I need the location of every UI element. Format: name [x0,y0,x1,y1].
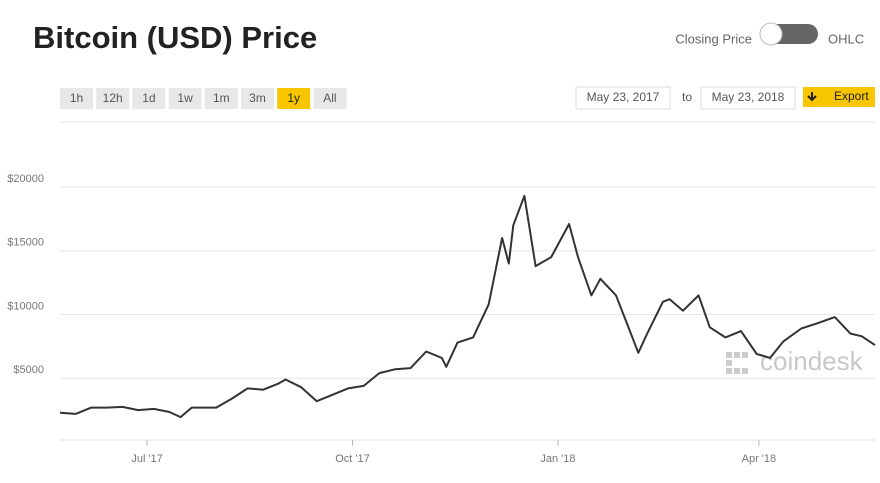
range-button-bg [60,88,93,109]
range-button[interactable]: All [313,88,347,109]
x-tick-label: Jan '18 [540,453,575,465]
toggle-label: OHLC [828,31,864,46]
range-button-label: 1w [177,91,193,105]
watermark-text: coindesk [760,346,864,376]
range-button[interactable]: 1y [277,88,311,109]
date-from: May 23, 2017 [587,90,660,104]
x-tick-label: Apr '18 [742,453,777,465]
watermark-dot [742,368,748,374]
watermark-dot [726,368,732,374]
y-tick-label: $5000 [13,364,44,376]
range-button-label: 1m [213,91,230,105]
range-button-bg [277,88,311,109]
range-button-bg [313,88,347,109]
toggle-knob [759,22,783,46]
range-button-bg [96,88,130,109]
range-button-bg [204,88,238,109]
range-button-label: 3m [249,91,266,105]
range-button-bg [168,88,202,109]
watermark: coindesk [726,346,864,376]
watermark-dot [734,352,740,358]
range-button-label: 1h [70,91,83,105]
watermark-dot [726,352,732,358]
watermark-dot [742,352,748,358]
toggle[interactable] [759,22,818,46]
y-tick-label: $10000 [7,300,44,312]
export-button[interactable]: Export [803,87,875,107]
date-to: May 23, 2018 [712,90,785,104]
range-button[interactable]: 12h [96,88,130,109]
watermark-dot [734,368,740,374]
watermark-dot [726,360,732,366]
range-button[interactable]: 1w [168,88,202,109]
toggle-label: Closing Price [675,31,752,46]
page-title: Bitcoin (USD) Price [33,20,317,55]
y-tick-label: $15000 [7,237,44,249]
date-input[interactable] [700,86,796,110]
export-bg [803,87,875,107]
range-button-bg [241,88,274,109]
range-button-label: 1y [287,91,300,105]
to-label: to [682,90,692,104]
range-button[interactable]: 1m [204,88,238,109]
export-icon [807,92,817,102]
range-button-label: 1d [142,91,155,105]
price-line [59,194,876,419]
range-button[interactable]: 1h [60,88,93,109]
x-tick-label: Oct '17 [335,453,370,465]
range-button-bg [132,88,166,109]
x-tick-label: Jul '17 [131,453,162,465]
range-button[interactable]: 1d [132,88,166,109]
range-button[interactable]: 3m [241,88,274,109]
range-button-label: All [323,91,336,105]
date-input[interactable] [575,86,671,110]
range-button-label: 12h [103,91,123,105]
export-label: Export [834,89,869,103]
y-tick-label: $20000 [7,173,44,185]
